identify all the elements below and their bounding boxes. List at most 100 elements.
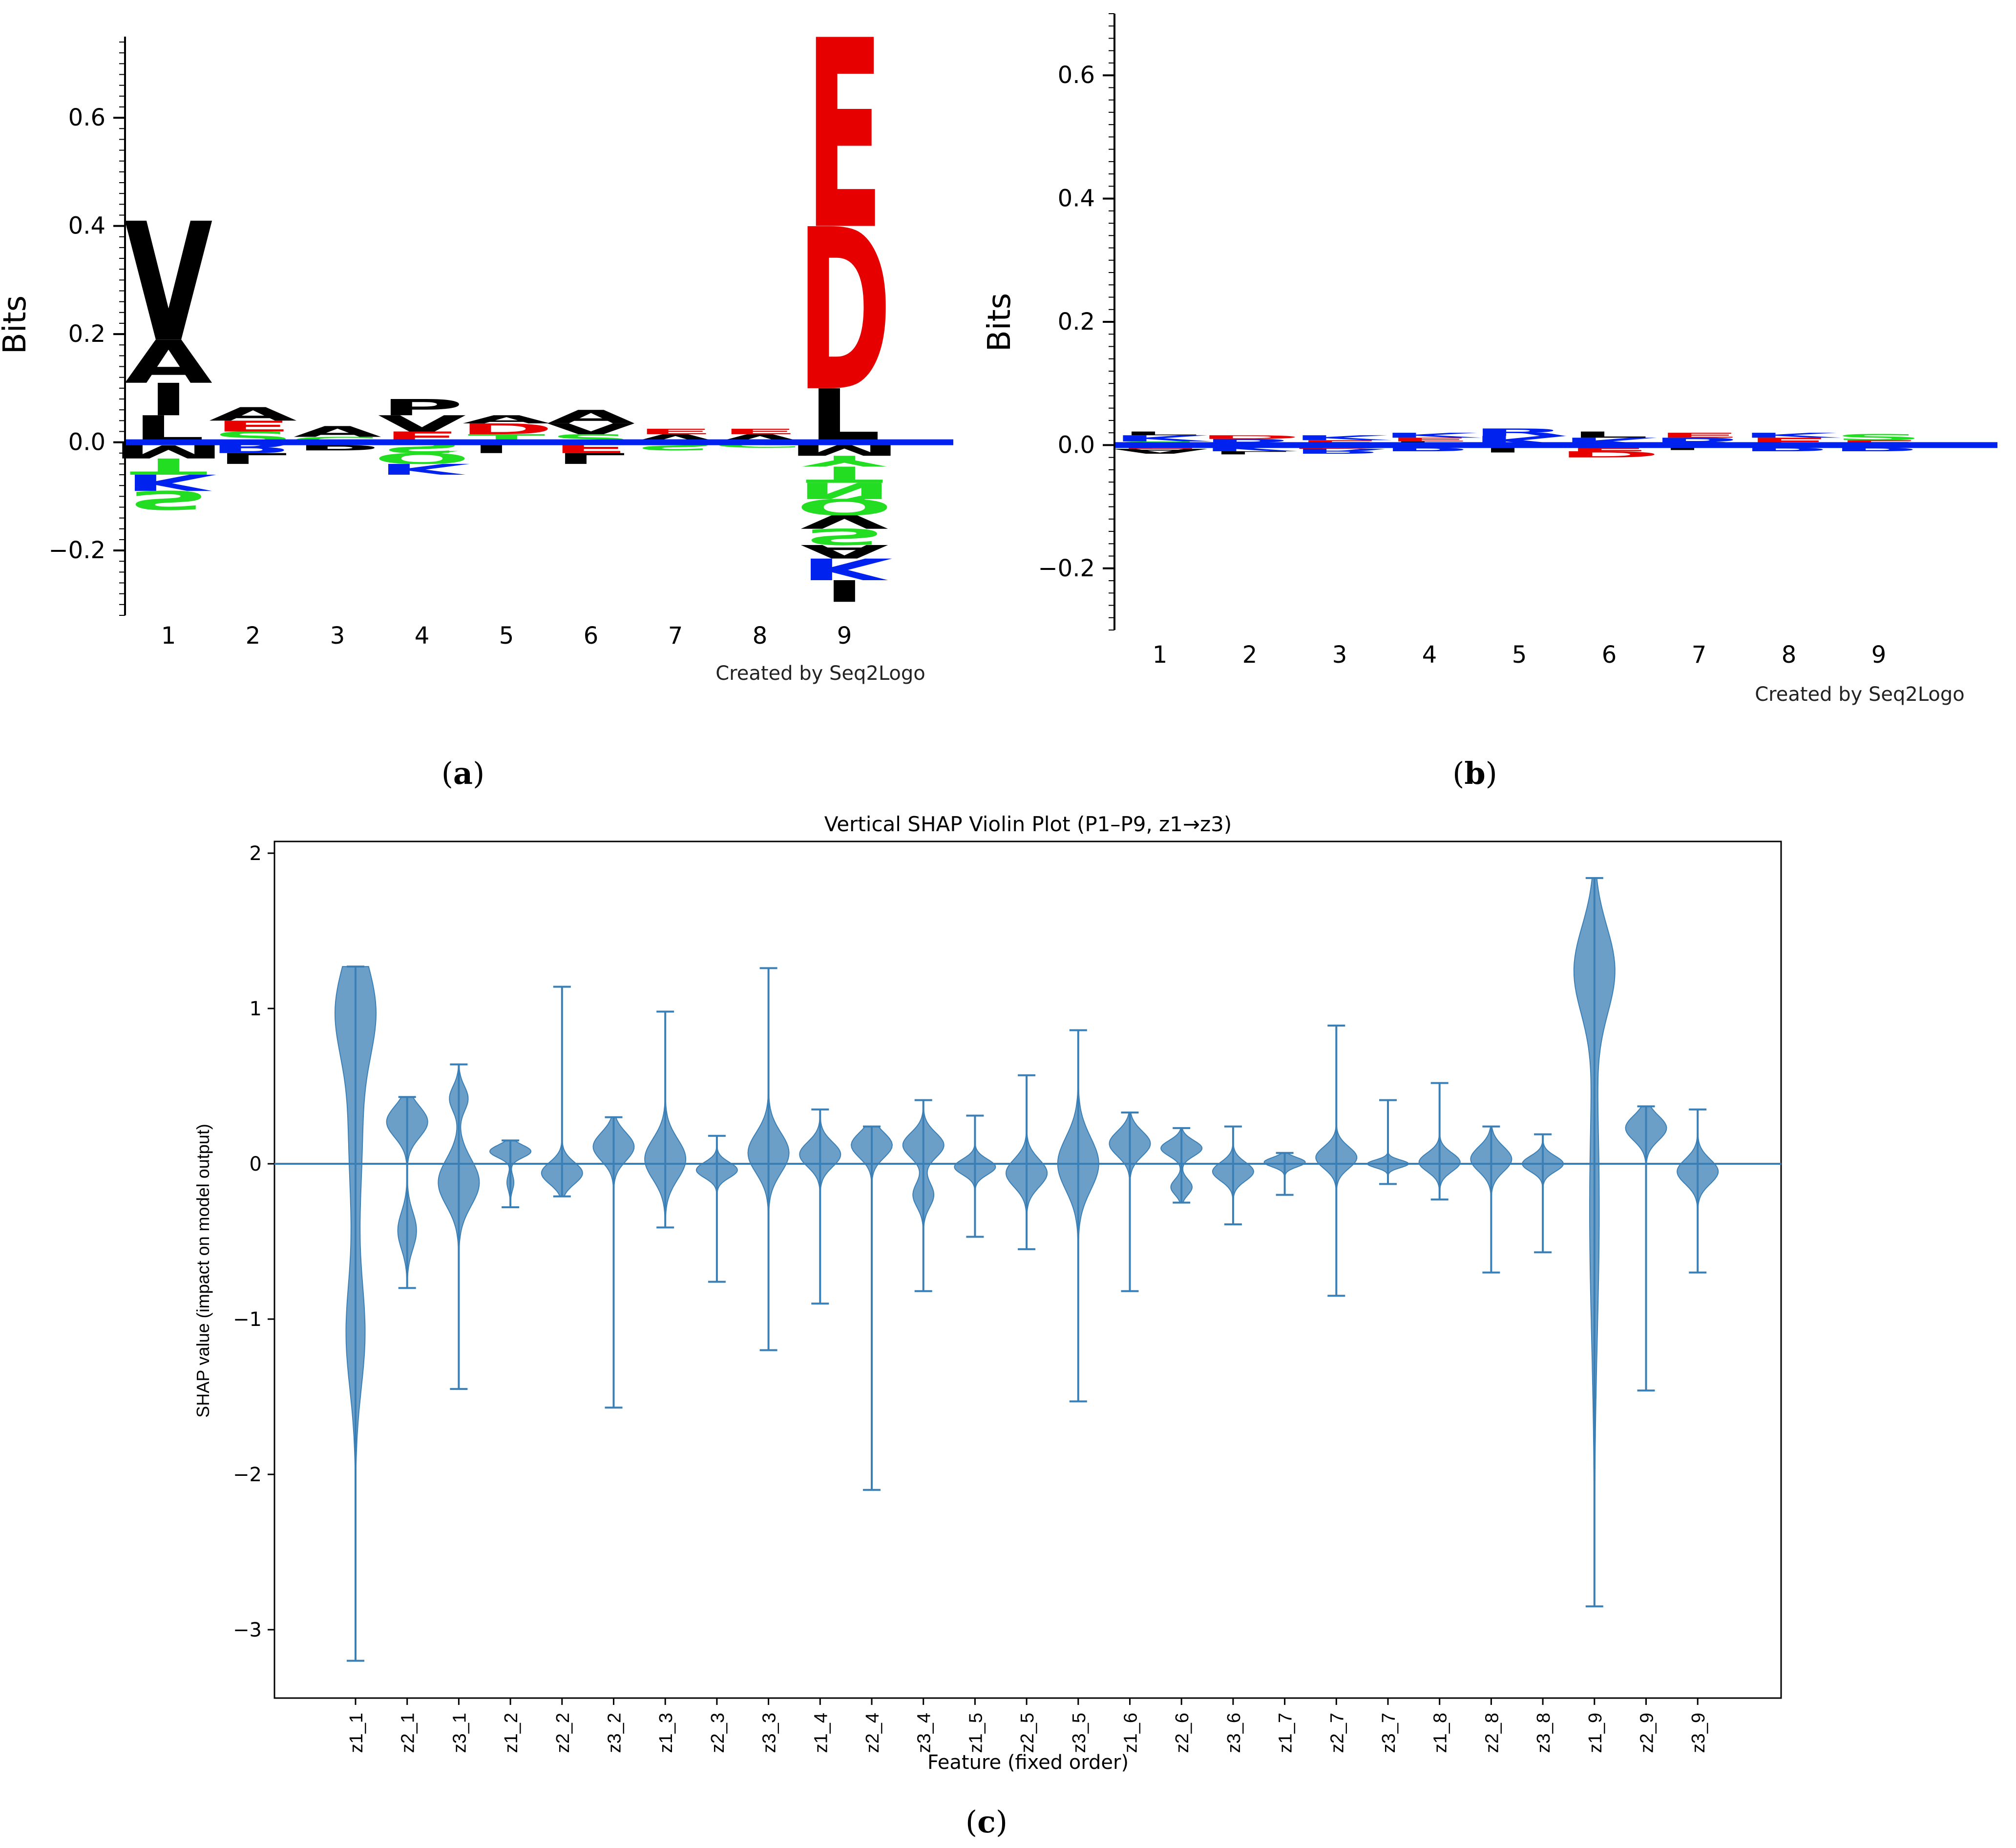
- panel-b-label: (b): [1452, 756, 1497, 791]
- violin-ylabel: SHAP value (impact on model output): [193, 1124, 213, 1418]
- logo-a-letter-Q-pos4-neg: Q: [374, 449, 470, 466]
- logo-a-letter-K-pos4-neg: K: [378, 461, 470, 478]
- logo-a-position-label: 2: [246, 622, 261, 650]
- violin-y-tick-label: −2: [233, 1464, 262, 1486]
- violin-x-tick-label: z3_6: [1224, 1713, 1244, 1753]
- logo-a-position-label: 9: [837, 622, 852, 650]
- logo-a-y-tick-label: 0.4: [68, 212, 105, 240]
- logo-a-letter-Q-pos9-neg: Q: [796, 494, 893, 520]
- panel-b-label-letter: b: [1464, 756, 1485, 791]
- logo-a-position-label: 6: [584, 622, 599, 650]
- logo-a-letter-E-pos8: E: [721, 427, 798, 436]
- panel-b-sequence-logo: SKLEARDKLEKDRLEKRKRLKLEDRELEKRESR 0.60.4…: [982, 13, 1997, 791]
- panel-a-sequence-logo: LIAVMTKSSEARLGAPEVPSQKTDALSVAELAESAEGLDE…: [0, 0, 953, 791]
- violin-x-tick-label: z2_1: [398, 1713, 419, 1753]
- panel-c-label-close: ): [996, 1804, 1008, 1840]
- logo-a-letter-A-pos5: A: [462, 413, 551, 426]
- logo-a-letter-L-pos2-neg: L: [217, 449, 290, 466]
- violin-y-tick-label: 0: [250, 1153, 262, 1176]
- logo-a-letter-L-pos9: L: [808, 374, 881, 460]
- violin-y-tick-label: 1: [250, 998, 262, 1020]
- logo-a-letter-A-pos1: A: [125, 328, 213, 397]
- logo-a-letter-L-pos6-neg: L: [555, 449, 628, 466]
- violin-x-tick-label: z3_4: [914, 1713, 935, 1753]
- logo-a-letter-E-pos2: E: [214, 418, 292, 435]
- panel-a-label-close: ): [473, 756, 484, 791]
- violin-x-tick-label: z3_8: [1533, 1713, 1554, 1753]
- logo-b-letter-L-pos2-neg: L: [1210, 450, 1290, 455]
- logo-b-letter-E-pos7: E: [1657, 431, 1742, 439]
- logo-a-letter-D-pos5: D: [459, 420, 554, 438]
- logo-a-letter-V-pos9-neg: V: [800, 511, 889, 532]
- panel-c-label-letter: c: [977, 1804, 996, 1840]
- violin-x-tick-label: z3_2: [605, 1713, 625, 1753]
- logo-b-position-label: 4: [1422, 641, 1437, 669]
- violin-x-tick-label: z1_7: [1276, 1713, 1296, 1753]
- logo-a-credit: Created by Seq2Logo: [715, 662, 925, 685]
- violin-x-tick-label: z3_1: [449, 1713, 470, 1753]
- logo-b-letter-R-pos5: R: [1471, 426, 1568, 438]
- logo-a-position-label: 3: [330, 622, 345, 650]
- logo-b-letters: SKLEARDKLEKDRLEKRKRLKLEDRELEKRESR: [1112, 426, 1997, 459]
- logo-a-y-tick-label: −0.2: [48, 537, 105, 564]
- violin-x-tick-label: z1_8: [1430, 1713, 1451, 1753]
- violin-axes: 2 1 0 −1 −2 −3 z1_1 z2_1 z3_1 z1_2 z2_2 z3_2 z1_3 z2_…: [233, 842, 1709, 1753]
- logo-b-position-label: 6: [1602, 641, 1617, 669]
- violin-x-tick-label: z1_6: [1121, 1713, 1141, 1753]
- logo-a-letter-T-pos9-neg: T: [805, 462, 883, 487]
- logo-a-position-label: 1: [161, 622, 176, 650]
- logo-a-letter-A-pos2: A: [209, 403, 297, 425]
- logo-a-y-tick-label: 0.2: [68, 320, 105, 348]
- logo-b-letter-S-pos9: S: [1834, 432, 1924, 442]
- violin-x-tick-label: z2_3: [708, 1713, 728, 1753]
- panel-a-label: (a): [441, 756, 485, 791]
- panel-a-label-letter: a: [453, 756, 473, 791]
- logo-b-ylabel: Bits: [982, 293, 1018, 352]
- logo-b-y-tick-label: 0.6: [1058, 62, 1095, 89]
- panel-c-violin-plot: Vertical SHAP Violin Plot (P1–P9, z1→z3)…: [193, 812, 1782, 1840]
- violin-x-tick-label: z3_5: [1069, 1713, 1090, 1753]
- logo-b-letter-L-pos6: L: [1570, 430, 1649, 440]
- logo-a-position-label: 5: [499, 622, 514, 650]
- violin-x-tick-label: z1_3: [656, 1713, 676, 1753]
- logo-b-position-label: 3: [1332, 641, 1347, 669]
- logo-b-axes: 0.6 0.4 0.2 0.0 −0.2 1 2 3 4 5 6 7 8 9: [1038, 13, 1887, 669]
- logo-b-position-label: 5: [1512, 641, 1527, 669]
- logo-b-y-tick-label: −0.2: [1038, 555, 1095, 582]
- logo-b-letter-E-pos4: E: [1387, 437, 1472, 442]
- logo-b-position-label: 8: [1782, 641, 1797, 669]
- logo-b-letter-R-pos3-neg: R: [1292, 447, 1388, 455]
- logo-a-position-label: 4: [415, 622, 430, 650]
- logo-b-letter-K-pos4: K: [1381, 431, 1482, 439]
- violin-body-z3_7: [1366, 1100, 1409, 1184]
- logo-a-letter-A-pos3: A: [294, 423, 382, 441]
- logo-b-letter-A-pos1-neg: A: [1112, 447, 1208, 455]
- panel-b-label-open: (: [1452, 756, 1464, 791]
- logo-a-position-label: 7: [668, 622, 683, 650]
- logo-b-position-label: 7: [1692, 641, 1707, 669]
- logo-a-axes: 0.6 0.4 0.2 0.0 −0.2 1 2 3 4 5 6 7 8 9: [48, 37, 852, 650]
- violin-x-tick-label: z3_9: [1688, 1713, 1709, 1753]
- logo-b-credit: Created by Seq2Logo: [1755, 683, 1965, 706]
- logo-a-letter-K-pos9-neg: K: [800, 551, 893, 586]
- violin-x-tick-label: z1_5: [966, 1713, 986, 1753]
- logo-a-letter-D-pos9: D: [797, 182, 892, 441]
- logo-b-y-tick-label: 0.2: [1058, 308, 1095, 336]
- logo-b-position-label: 9: [1871, 641, 1887, 669]
- logo-a-letter-E-pos9: E: [805, 0, 883, 287]
- violin-x-tick-label: z2_9: [1637, 1713, 1658, 1753]
- violin-title: Vertical SHAP Violin Plot (P1–P9, z1→z3): [824, 812, 1232, 836]
- logo-b-letter-D-pos2: D: [1198, 434, 1302, 440]
- logo-a-position-label: 8: [753, 622, 768, 650]
- logo-a-letter-S-pos1-neg: S: [127, 485, 210, 515]
- logo-b-letter-K-pos1: K: [1112, 434, 1212, 443]
- violin-x-tick-label: z3_7: [1379, 1713, 1399, 1753]
- violin-x-tick-label: z1_2: [501, 1713, 522, 1753]
- logo-a-ylabel: Bits: [0, 295, 33, 354]
- logo-a-letter-V-pos4: V: [378, 411, 466, 437]
- logo-b-y-tick-label: 0.0: [1058, 431, 1095, 459]
- logo-a-letter-Y-pos9-neg: Y: [802, 452, 887, 469]
- violin-x-tick-label: z2_2: [553, 1713, 573, 1753]
